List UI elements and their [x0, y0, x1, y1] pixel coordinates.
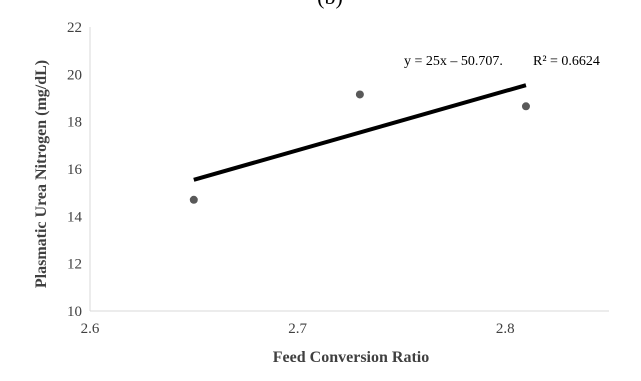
data-point — [355, 90, 364, 99]
y-tick-label: 16 — [67, 162, 83, 178]
x-axis-title: Feed Conversion Ratio — [273, 349, 429, 366]
y-axis-title: Plasmatic Urea Nitrogen (mg/dL) — [33, 60, 50, 288]
y-tick-label: 10 — [67, 304, 82, 320]
x-tick-label: 2.6 — [81, 321, 100, 337]
data-point — [521, 102, 530, 111]
trendline — [193, 83, 527, 182]
data-points — [189, 90, 530, 204]
y-tick-label: 12 — [67, 257, 82, 273]
y-tick-label: 22 — [67, 20, 82, 36]
y-tick-label: 20 — [67, 67, 82, 83]
y-tick-labels: 10 12 14 16 18 20 22 — [67, 20, 83, 320]
panel-label: (b) — [317, 0, 343, 9]
x-tick-label: 2.8 — [496, 321, 515, 337]
trendline-equation: y = 25x – 50.707. — [404, 54, 503, 69]
x-tick-labels: 2.6 2.7 2.8 — [81, 321, 515, 337]
y-tick-label: 14 — [67, 209, 83, 225]
data-point — [189, 195, 198, 204]
y-tick-label: 18 — [67, 115, 82, 131]
x-tick-label: 2.7 — [288, 321, 307, 337]
r-squared-label: R² = 0.6624 — [533, 54, 600, 69]
